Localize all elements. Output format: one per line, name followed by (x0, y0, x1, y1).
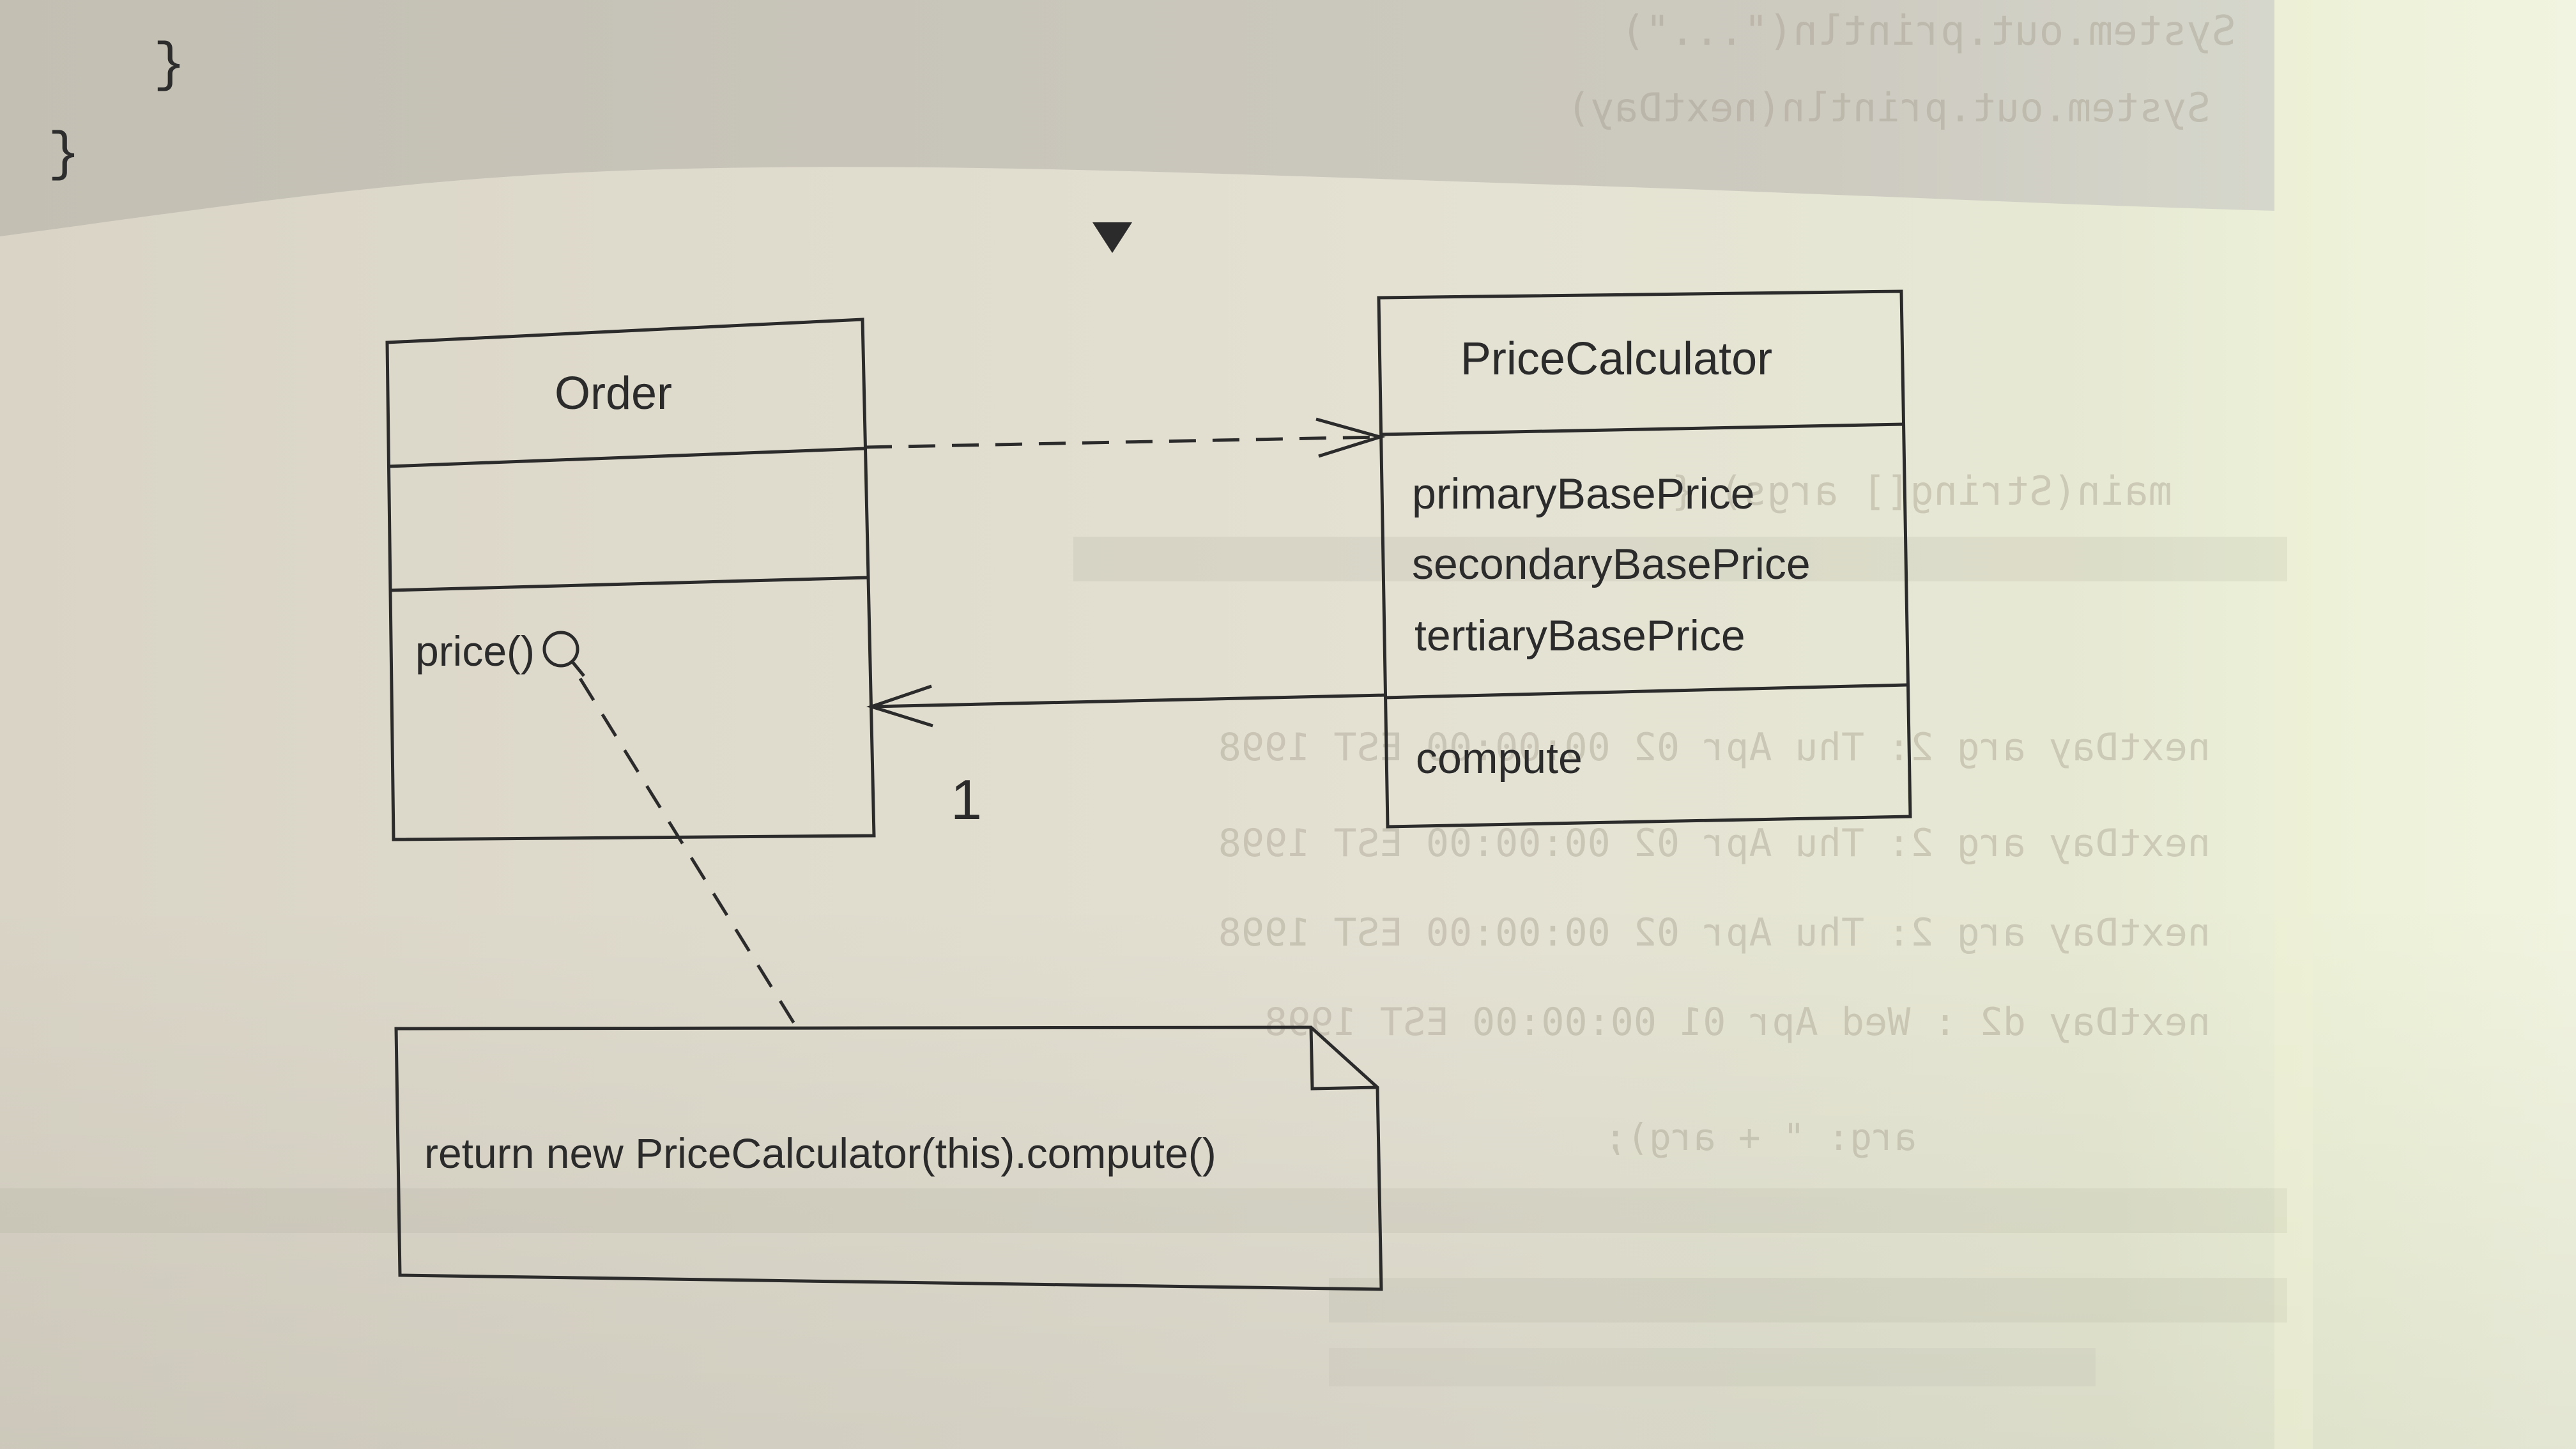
order-class (385, 318, 876, 841)
svg-text:System.out.println("..."): System.out.println("...") (1621, 8, 2236, 55)
association-arrow-line (871, 693, 1386, 709)
svg-text:System.out.println(nextDay): System.out.println(nextDay) (1567, 84, 2211, 131)
price-calculator-attribute: tertiaryBasePrice (1414, 611, 1745, 660)
order-attribute-divider (390, 576, 870, 592)
code-listing-band (0, 0, 2274, 236)
price-calculator-class-box (1377, 289, 1912, 829)
note-folded-corner-icon (1309, 1027, 1378, 1091)
page-edge-highlight (2274, 0, 2313, 1449)
price-calculator-operation-compute: compute (1416, 734, 1583, 783)
price-calculator-attribute: secondaryBasePrice (1412, 540, 1811, 588)
code-closing-brace-inner: } (153, 36, 185, 96)
svg-text:arg: " + arg);: arg: " + arg); (1604, 1116, 1917, 1159)
association-arrowhead-icon (866, 684, 933, 728)
price-calculator-attribute: primaryBasePrice (1412, 470, 1755, 518)
price-calculator-class (1377, 289, 1912, 829)
page-bottom-shade (0, 894, 2576, 1449)
note-anchor-line (578, 677, 799, 1030)
note-anchor-circle-tail (571, 661, 585, 677)
order-name-divider (388, 447, 866, 468)
order-class-box (385, 318, 876, 841)
note-box (394, 1025, 1383, 1291)
price-calculator-attribute-divider (1383, 683, 1908, 700)
svg-text:nextDay arg 2: Thu Apr 02 00:: nextDay arg 2: Thu Apr 02 00:00:00 EST 1… (1218, 821, 2211, 866)
association-multiplicity: 1 (951, 768, 982, 831)
section-marker-triangle-icon (1092, 222, 1132, 253)
order-operation-price: price() (415, 627, 535, 675)
svg-text:main(String[] args) {: main(String[] args) { (1671, 468, 2172, 514)
note-box-outline (394, 1025, 1383, 1291)
note-anchor-circle (542, 631, 579, 668)
association-arrow (866, 684, 1386, 728)
bleed-through-text: System.out.println("...") System.out.pri… (0, 8, 2287, 1386)
note-text: return new PriceCalculator(this).compute… (424, 1130, 1216, 1177)
svg-text:nextDay arg 2: Thu Apr 02 00:: nextDay arg 2: Thu Apr 02 00:00:00 EST 1… (1218, 910, 2211, 955)
price-calculator-class-name: PriceCalculator (1460, 334, 1772, 385)
dependency-arrowhead-icon (1315, 417, 1386, 458)
svg-text:nextDay d2 : Wed Apr 01 00:00: nextDay d2 : Wed Apr 01 00:00:00 EST 199… (1264, 1000, 2211, 1045)
dependency-arrow (864, 417, 1386, 458)
order-class-name: Order (555, 368, 672, 419)
svg-text:nextDay arg 2: Thu Apr 02 00:: nextDay arg 2: Thu Apr 02 00:00:00 EST 1… (1218, 725, 2211, 770)
price-calculator-name-divider (1379, 422, 1905, 436)
code-closing-brace-outer: } (48, 125, 80, 186)
